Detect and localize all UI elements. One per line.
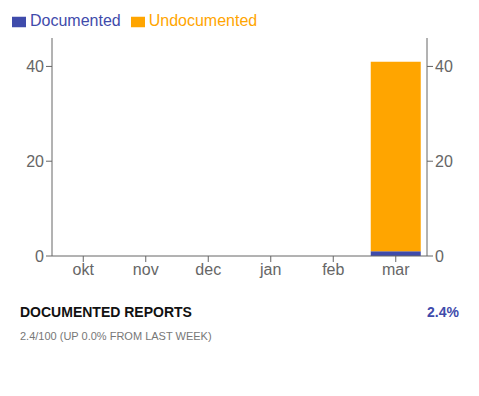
svg-text:20: 20 [26,153,44,170]
svg-text:jan: jan [259,261,281,278]
html-text:2.4%: 2.4% [427,304,459,320]
svg-text:feb: feb [322,261,344,278]
svg-text:0: 0 [435,248,444,265]
svg-text:20: 20 [435,153,453,170]
svg-text:mar: mar [382,261,410,278]
svg-text:40: 40 [26,58,44,75]
svg-text:40: 40 [435,58,453,75]
svg-text:0: 0 [35,248,44,265]
svg-text:dec: dec [195,261,221,278]
html-text:Undocumented: Undocumented [148,12,258,29]
html-text:Documented: Documented [30,12,121,29]
html-text:DOCUMENTED REPORTS: DOCUMENTED REPORTS [20,304,192,320]
svg-text:okt: okt [73,261,95,278]
svg-text:nov: nov [133,261,159,278]
html-text:2.4/100 (UP 0.0% FROM LAST WEE: 2.4/100 (UP 0.0% FROM LAST WEEK) [20,330,212,342]
